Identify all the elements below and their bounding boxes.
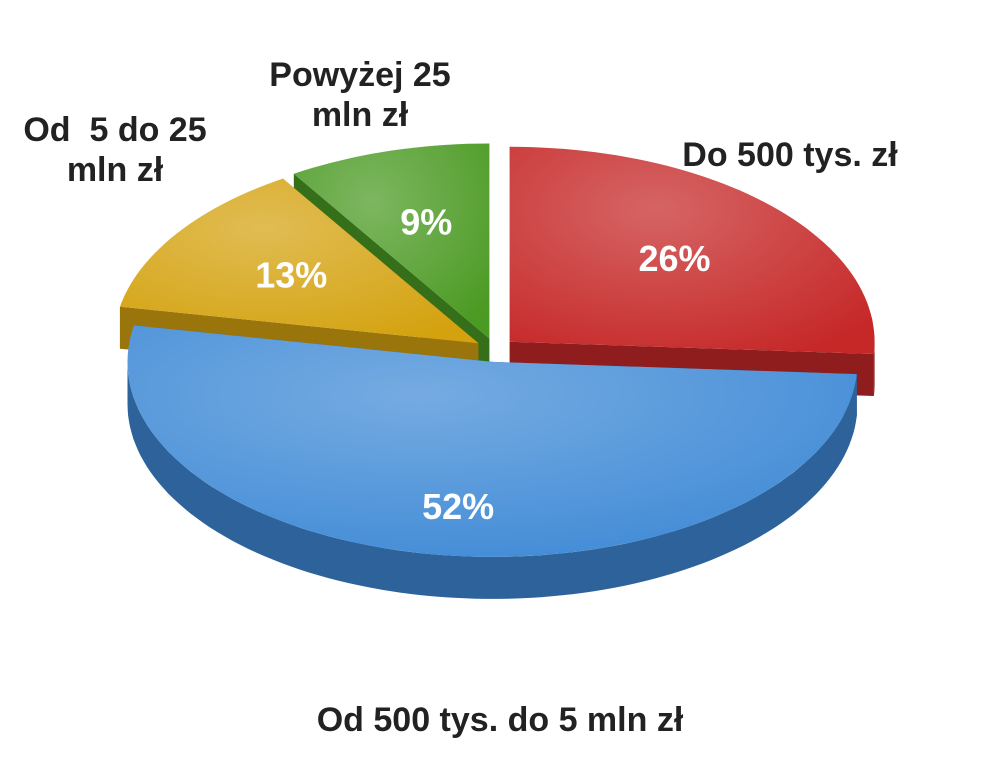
value-label: 13%	[255, 254, 327, 295]
slice-shine	[509, 146, 875, 354]
slice-shine	[293, 143, 490, 339]
category-label: Od 5 do 25 mln zł	[23, 111, 217, 189]
category-label: Od 500 tys. do 5 mln zł	[316, 701, 684, 739]
slice-rim	[127, 361, 857, 599]
value-label: 9%	[400, 201, 452, 242]
category-label: Powyżej 25 mln zł	[269, 56, 461, 134]
value-label: 52%	[422, 486, 494, 527]
slice-shine	[127, 325, 857, 557]
category-label: Do 500 tys. zł	[682, 136, 898, 174]
slice-shine	[119, 178, 479, 344]
value-label: 26%	[639, 238, 711, 279]
slice-rim	[873, 341, 875, 396]
